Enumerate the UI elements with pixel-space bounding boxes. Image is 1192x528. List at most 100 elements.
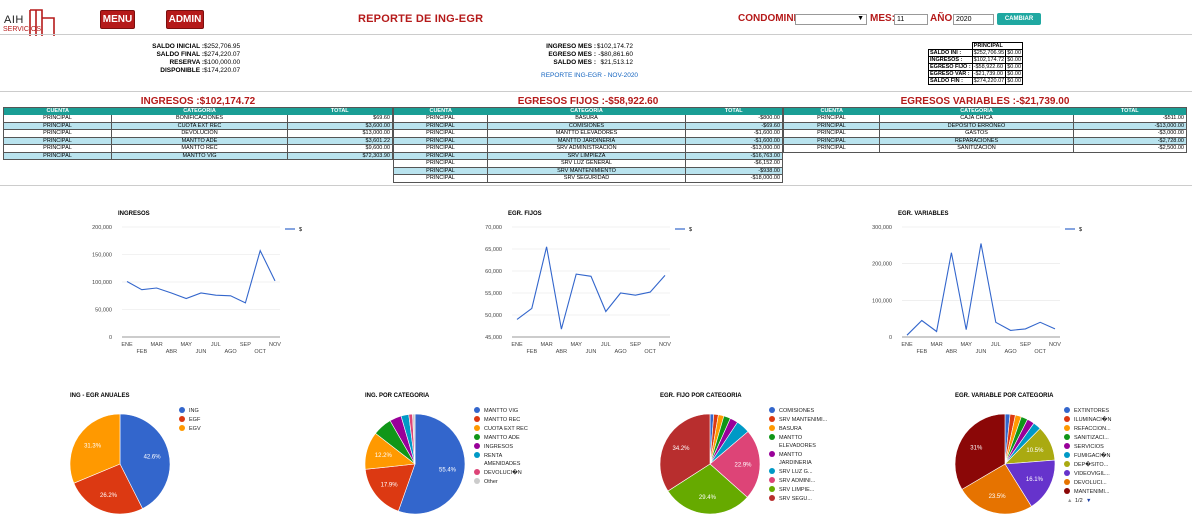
- table-cell: PRINCIPAL: [783, 129, 880, 138]
- y-tick-label: 300,000: [872, 225, 892, 231]
- legend-swatch: [769, 434, 775, 440]
- x-tick-label: ENE: [121, 342, 133, 348]
- legend-swatch: [474, 416, 480, 422]
- table-cell: PRINCIPAL: [783, 144, 880, 153]
- pie-chart-ing-egr: ING - EGR ANUALES 42.6% 26.2% 31.3% ING EGF EG…: [69, 388, 300, 523]
- slice-label: 23.5%: [989, 494, 1007, 500]
- summary-key: DISPONIBLE :: [160, 67, 204, 74]
- table-row: PRINCIPAL MANTTO ELEVADORES -$1,600.00: [393, 129, 783, 138]
- line-chart-ingresos: INGRESOS 0 50,000 100,000 150,000 200,000 ENE F…: [80, 205, 320, 365]
- table-cell: REPARACIONES: [879, 137, 1074, 145]
- y-tick-label: 55,000: [485, 291, 502, 297]
- page-title: REPORTE DE ING-EGR: [358, 13, 484, 25]
- pager-next-icon[interactable]: ▼: [1086, 498, 1091, 504]
- pie-chart-egr-fijo-categoria: EGR. FIJO POR CATEGORIA 22.9% 29.4% 34.2% CO…: [659, 388, 890, 523]
- chart-title: EGR. FIJO POR CATEGORIA: [660, 393, 742, 399]
- table-cell: SRV LIMPIEZA: [487, 152, 686, 160]
- summary-key: SALDO MES :: [553, 59, 596, 66]
- y-tick-label: 45,000: [485, 335, 502, 341]
- table-row: PRINCIPAL DEPÓSITO ERRÓNEO -$13,000.00: [783, 122, 1187, 130]
- summary-value: $252,706.95: [204, 43, 241, 50]
- x-tick-label: MAY: [570, 342, 582, 348]
- condominio-select[interactable]: ▼: [795, 14, 867, 25]
- mes-input[interactable]: 11: [894, 14, 928, 25]
- x-tick-label: MAY: [180, 342, 192, 348]
- legend-swatch: [179, 416, 185, 422]
- legend-swatch: [474, 469, 480, 475]
- x-tick-label: AGO: [614, 349, 627, 355]
- table-cell: COMISIONES: [487, 122, 686, 130]
- anio-input[interactable]: 2020: [953, 14, 994, 25]
- legend-label: SRV ADMINI...: [779, 478, 816, 484]
- x-tick-label: AGO: [224, 349, 237, 355]
- x-tick-label: JUL: [601, 342, 611, 348]
- x-tick-label: JUN: [976, 349, 987, 355]
- x-tick-label: OCT: [254, 349, 266, 355]
- table-row: PRINCIPAL DEVOLUCIÓN $13,000.00: [3, 129, 393, 138]
- legend-label: ELEVADORES: [779, 443, 816, 449]
- table-cell: MANTTO VIG: [111, 152, 288, 160]
- table-cell: PRINCIPAL: [393, 144, 488, 153]
- table-cell: MANTTO REC: [111, 144, 288, 153]
- legend-label: SRV SEGU...: [779, 496, 812, 502]
- y-tick-label: 0: [109, 335, 112, 341]
- ingresos-title: INGRESOS :$102,174.72: [140, 96, 256, 107]
- legend-label: RENTA: [484, 453, 503, 459]
- pager-label: 1/2: [1075, 498, 1083, 504]
- table-cell: PRINCIPAL: [783, 122, 880, 130]
- legend-label: AMENIDADES: [484, 461, 521, 467]
- legend-swatch: [769, 486, 775, 492]
- summary-value: $100,000.00: [204, 59, 241, 66]
- summary-table-header: PRINCIPAL: [971, 42, 1024, 50]
- y-tick-label: 200,000: [92, 225, 112, 231]
- y-tick-label: 50,000: [485, 313, 502, 319]
- summary-table: PRINCIPAL SALDO INI : $252,706.95 $0.00 IN…: [928, 42, 1024, 85]
- pie-slice: [119, 413, 171, 510]
- table-cell: PRINCIPAL: [393, 129, 488, 138]
- x-tick-label: JUN: [586, 349, 597, 355]
- x-tick-label: MAR: [540, 342, 552, 348]
- table-row: PRINCIPAL SRV ADMINISTRACIÓN -$13,000.00: [393, 144, 783, 153]
- table-cell: CUOTA EXT REC: [111, 122, 288, 130]
- legend-swatch: [1064, 452, 1070, 458]
- table-cell: PRINCIPAL: [393, 159, 488, 168]
- egresos-fijos-title: EGRESOS FIJOS :-$58,922.60: [517, 96, 659, 107]
- slice-label: 31.3%: [84, 444, 102, 450]
- x-tick-label: SEP: [630, 342, 641, 348]
- summary-value: $274,220.07: [204, 51, 241, 58]
- legend-swatch: [1064, 461, 1070, 467]
- egresos-variables-table: CUENTA CATEGORIA TOTAL PRINCIPAL CAJA CHICA…: [783, 107, 1187, 153]
- table-cell: $13,000.00: [287, 129, 393, 138]
- legend-swatch: [474, 443, 480, 449]
- table-cell: MANTTO JARDINERIA: [487, 137, 686, 145]
- table-cell: -$800.00: [685, 114, 783, 123]
- logo: [2, 6, 62, 36]
- table-cell: PRINCIPAL: [393, 167, 488, 175]
- table-cell: PRINCIPAL: [3, 144, 112, 153]
- y-tick-label: 100,000: [872, 298, 892, 304]
- table-row: PRINCIPAL SRV SEGURIDAD -$18,000.00: [393, 174, 783, 183]
- legend-swatch: [1064, 470, 1070, 476]
- legend-swatch: [769, 407, 775, 413]
- table-cell: PRINCIPAL: [3, 152, 112, 160]
- table-cell: PRINCIPAL: [783, 137, 880, 145]
- report-link[interactable]: REPORTE ING-EGR - NOV-2020: [541, 72, 639, 79]
- legend-swatch: [474, 478, 480, 484]
- table-cell: BONIFICACIONES: [111, 114, 288, 123]
- y-tick-label: 60,000: [485, 269, 502, 275]
- legend-swatch: [474, 407, 480, 413]
- table-row: PRINCIPAL CAJA CHICA -$511.00: [783, 114, 1187, 123]
- pie-slice: [73, 463, 143, 515]
- table-row: PRINCIPAL REPARACIONES -$2,728.00: [783, 137, 1187, 145]
- table-cell: -$511.00: [1073, 114, 1187, 123]
- cambiar-button[interactable]: CAMBIAR: [997, 13, 1041, 25]
- legend-label: VIDEOVIGIL...: [1074, 471, 1110, 477]
- table-cell: SRV ADMINISTRACIÓN: [487, 144, 686, 153]
- pager-prev-icon[interactable]: ▲: [1067, 498, 1072, 504]
- ingresos-table: CUENTA CATEGORIA TOTAL PRINCIPAL BONIFICACI…: [3, 107, 393, 160]
- table-cell: -$6,152.00: [685, 159, 783, 168]
- summary-value: $21,513.12: [600, 59, 633, 66]
- legend-label: Other: [484, 479, 498, 485]
- admin-button[interactable]: ADMIN: [166, 10, 204, 29]
- menu-button[interactable]: MENU: [100, 10, 135, 29]
